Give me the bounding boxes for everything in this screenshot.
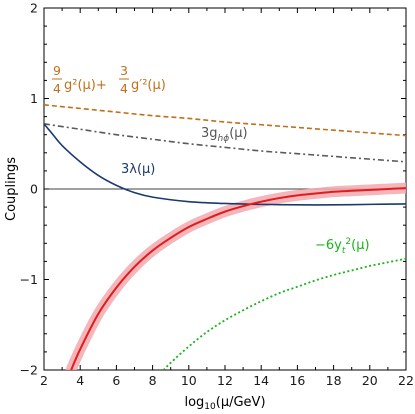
top-yukawa-uncertainty-band (65, 182, 406, 370)
svg-text:3: 3 (120, 63, 128, 78)
x-tick-label: 8 (149, 373, 157, 388)
gauge-coupling-curve (44, 104, 406, 137)
y-tick-label: 2 (30, 1, 38, 16)
y-tick-label: 1 (30, 91, 38, 106)
x-tick-label: 20 (362, 373, 378, 388)
x-tick-label: 6 (112, 373, 120, 388)
x-tick-label: 10 (181, 373, 197, 388)
higgs-quartic-curve (44, 123, 406, 206)
x-tick-label: 12 (217, 373, 233, 388)
label-higgs-portal: 3ghϕ(μ) (201, 126, 248, 144)
label-gauge-coupling: 9 4 g²(μ)+ 3 4 g′²(μ) (52, 63, 166, 96)
svg-text:4: 4 (120, 81, 128, 96)
x-tick-label: 18 (326, 373, 342, 388)
y-tick-label: −2 (20, 363, 38, 378)
x-tick-label: 16 (289, 373, 305, 388)
x-tick-label: 4 (76, 373, 84, 388)
x-tick-label: 14 (253, 373, 269, 388)
svg-text:4: 4 (53, 81, 61, 96)
x-tick-label: 22 (398, 373, 414, 388)
x-tick-label: 2 (40, 373, 48, 388)
svg-text:9: 9 (53, 63, 61, 78)
y-tick-label: −1 (20, 272, 38, 287)
svg-text:g²(μ)+: g²(μ)+ (64, 78, 107, 93)
higgs-portal-curve (44, 123, 406, 163)
svg-text:g′²(μ): g′²(μ) (131, 78, 166, 93)
x-axis-title: log10(μ/GeV) (184, 395, 265, 412)
y-axis-title: Couplings (4, 157, 19, 221)
label-top-yukawa: −6yt2(μ) (315, 237, 370, 256)
combined-coupling-curve (70, 187, 406, 370)
y-tick-label: 0 (30, 182, 38, 197)
top-yukawa-curve (162, 257, 406, 370)
label-higgs-quartic: 3λ(μ) (121, 162, 155, 177)
